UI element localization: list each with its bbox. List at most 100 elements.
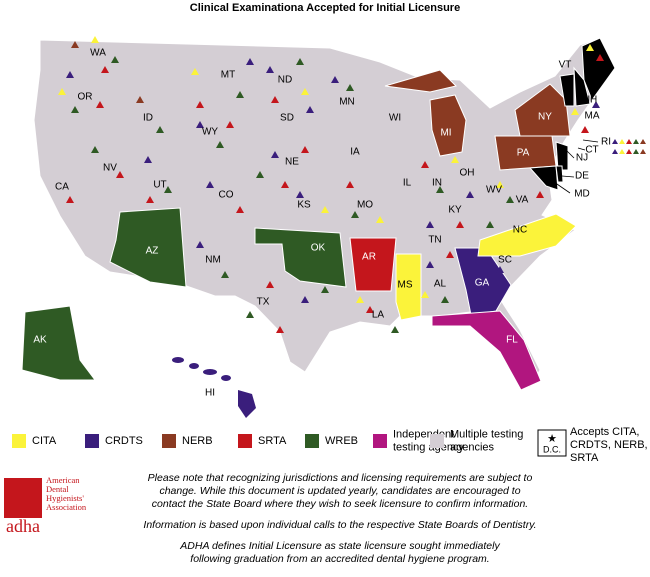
marker (58, 88, 66, 95)
state-label: HI (205, 388, 215, 399)
state-label: PA (517, 148, 530, 159)
marker (71, 41, 79, 48)
logo: adha AmericanDentalHygienists'Associatio… (4, 475, 87, 536)
state-label: MO (357, 200, 373, 211)
dc-label: D.C. (543, 444, 561, 454)
notes: Please note that recognizing jurisdictio… (143, 472, 536, 565)
legend-label: WREB (325, 435, 358, 447)
marker (626, 149, 632, 154)
marker (196, 101, 204, 108)
state-label: VT (559, 60, 572, 71)
note-line: following graduation from an accredited … (190, 553, 489, 565)
marker (366, 306, 374, 313)
state-label: IA (350, 147, 360, 158)
state (555, 141, 569, 171)
marker (633, 149, 639, 154)
state-label: ME (588, 67, 603, 78)
dc-text: Accepts CITA, (570, 426, 639, 438)
state (431, 310, 542, 391)
marker (246, 311, 254, 318)
marker (376, 216, 384, 223)
legend-label: testing agency (393, 441, 464, 453)
state-label: UT (153, 180, 166, 191)
marker (301, 88, 309, 95)
marker (346, 181, 354, 188)
hawaii (172, 357, 256, 418)
marker (496, 181, 504, 188)
state-label: WV (486, 185, 502, 196)
legend-label: NERB (182, 435, 213, 447)
state-label: MS (398, 280, 413, 291)
marker (66, 196, 74, 203)
legend-label: Multiple testing (450, 428, 523, 440)
marker (226, 121, 234, 128)
note-line: Information is based upon individual cal… (143, 519, 536, 531)
marker (640, 139, 646, 144)
marker (436, 186, 444, 193)
logo-mark: adha (6, 516, 40, 536)
marker (633, 139, 639, 144)
marker (116, 171, 124, 178)
legend-swatch (430, 434, 444, 448)
legend-label: agencies (450, 441, 495, 453)
state-label: OK (311, 243, 326, 254)
state (349, 237, 397, 292)
marker (536, 191, 544, 198)
marker (421, 161, 429, 168)
marker (146, 196, 154, 203)
state-label: MD (574, 189, 590, 200)
legend-label: Independent (393, 428, 454, 440)
marker (619, 149, 625, 154)
marker (612, 139, 618, 144)
marker (351, 211, 359, 218)
state-label: CT (585, 145, 598, 156)
marker (626, 139, 632, 144)
marker (196, 241, 204, 248)
marker (506, 196, 514, 203)
marker (236, 91, 244, 98)
note-line: change. While this document is updated y… (159, 485, 520, 497)
state (109, 207, 187, 288)
state (559, 73, 575, 107)
state-label: MT (221, 70, 235, 81)
note-line: ADHA defines Initial Licensure as state … (179, 540, 500, 552)
state-label: VA (516, 195, 529, 206)
legend-label: SRTA (258, 435, 287, 447)
marker (281, 181, 289, 188)
marker (271, 151, 279, 158)
exam-markers (58, 36, 646, 333)
marker (144, 156, 152, 163)
legend-swatch (162, 434, 176, 448)
state-label: AZ (146, 246, 159, 257)
state-label: NC (513, 225, 527, 236)
marker (156, 126, 164, 133)
dc-text: SRTA (570, 452, 599, 464)
note-line: contact the State Board where they wish … (152, 498, 528, 510)
state-label: CO (219, 190, 234, 201)
legend-swatch (373, 434, 387, 448)
marker (446, 251, 454, 258)
marker (216, 141, 224, 148)
state-label: KS (297, 200, 311, 211)
state (514, 83, 571, 137)
marker (321, 286, 329, 293)
state-label: WI (389, 113, 401, 124)
marker (276, 326, 284, 333)
logo-name: Association (46, 502, 87, 512)
state-label: OH (460, 168, 475, 179)
marker (426, 221, 434, 228)
legend-swatch (85, 434, 99, 448)
state (384, 69, 457, 93)
legend-label: CRDTS (105, 435, 143, 447)
state (254, 227, 347, 288)
marker (296, 191, 304, 198)
state-label: NM (205, 255, 221, 266)
marker (271, 96, 279, 103)
state-label: MI (440, 128, 451, 139)
marker (592, 101, 600, 108)
state-label: OR (78, 92, 93, 103)
dc-star: ★ (547, 433, 557, 445)
